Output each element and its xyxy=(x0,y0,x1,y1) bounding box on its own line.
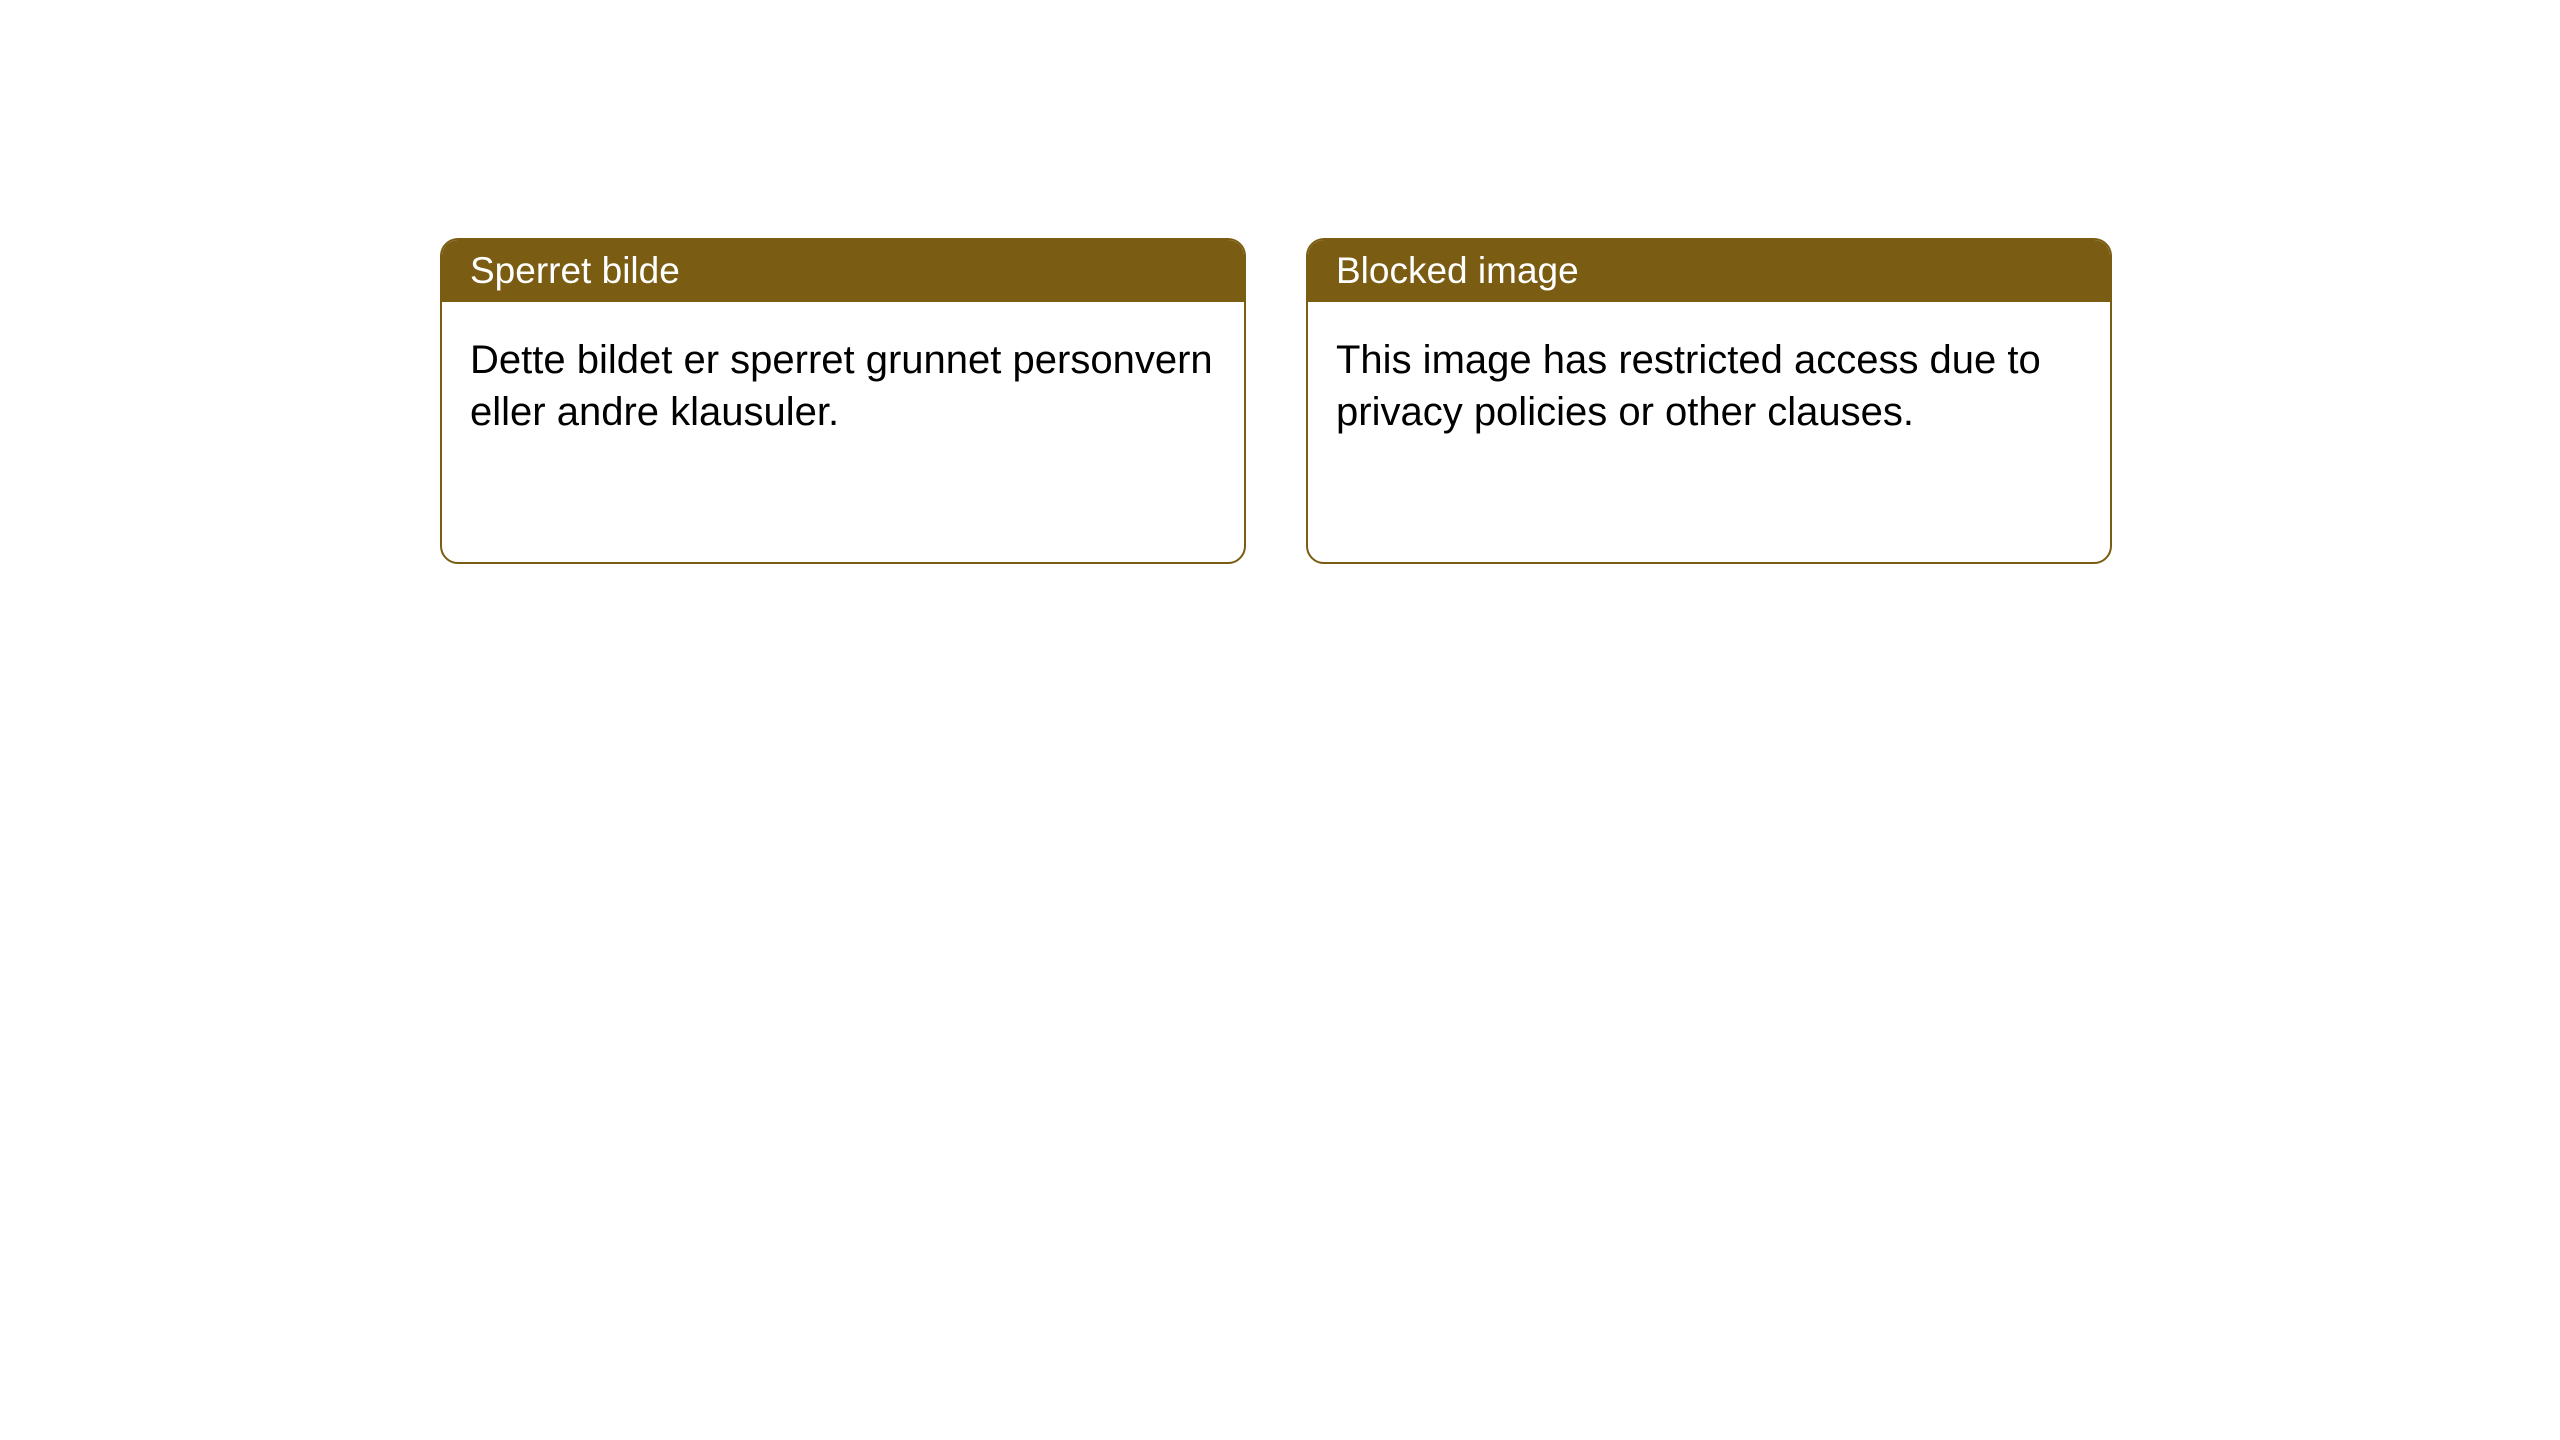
notice-body-text: Dette bildet er sperret grunnet personve… xyxy=(470,338,1213,434)
notice-body: Dette bildet er sperret grunnet personve… xyxy=(442,302,1244,562)
notice-container: Sperret bilde Dette bildet er sperret gr… xyxy=(0,0,2560,564)
notice-card-english: Blocked image This image has restricted … xyxy=(1306,238,2112,564)
notice-header: Sperret bilde xyxy=(442,240,1244,302)
notice-header: Blocked image xyxy=(1308,240,2110,302)
notice-title: Blocked image xyxy=(1336,250,1579,291)
notice-body-text: This image has restricted access due to … xyxy=(1336,338,2041,434)
notice-card-norwegian: Sperret bilde Dette bildet er sperret gr… xyxy=(440,238,1246,564)
notice-body: This image has restricted access due to … xyxy=(1308,302,2110,562)
notice-title: Sperret bilde xyxy=(470,250,680,291)
